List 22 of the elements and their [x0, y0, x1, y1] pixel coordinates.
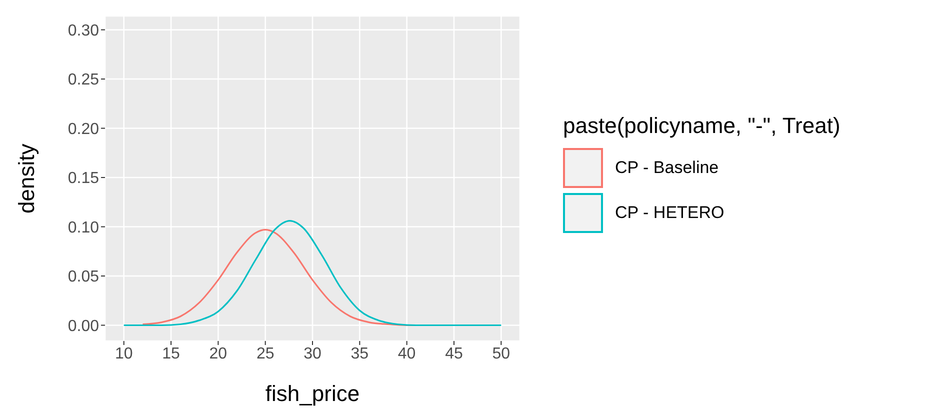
y-tick-label: 0.30	[68, 22, 100, 40]
x-tick-label: 25	[256, 345, 274, 362]
y-tick-label: 0.15	[68, 170, 100, 188]
x-tick-label: 45	[445, 345, 463, 362]
y-tick-label: 0.20	[68, 120, 100, 138]
y-tick-label: 0.10	[68, 219, 100, 236]
x-tick-label: 10	[114, 345, 133, 362]
x-tick-label: 50	[492, 345, 510, 362]
x-tick-label: 15	[162, 345, 180, 362]
line-series	[123, 220, 502, 326]
legend-title: paste(policyname, "-", Treat)	[563, 113, 840, 139]
y-tick-label: 0.25	[68, 72, 100, 89]
y-axis-title: density	[14, 144, 39, 214]
x-tick-label: 30	[304, 345, 322, 362]
x-tick-label: 40	[398, 345, 416, 362]
x-tick-label: 20	[209, 345, 228, 362]
x-tick-label: 35	[350, 345, 369, 362]
x-axis-title: fish_price	[265, 381, 360, 406]
legend-label: CP - HETERO	[615, 202, 724, 222]
y-tick-label: 0.05	[68, 268, 100, 286]
y-tick-label: 0.00	[68, 318, 100, 335]
legend-label: CP - Baseline	[615, 158, 719, 178]
